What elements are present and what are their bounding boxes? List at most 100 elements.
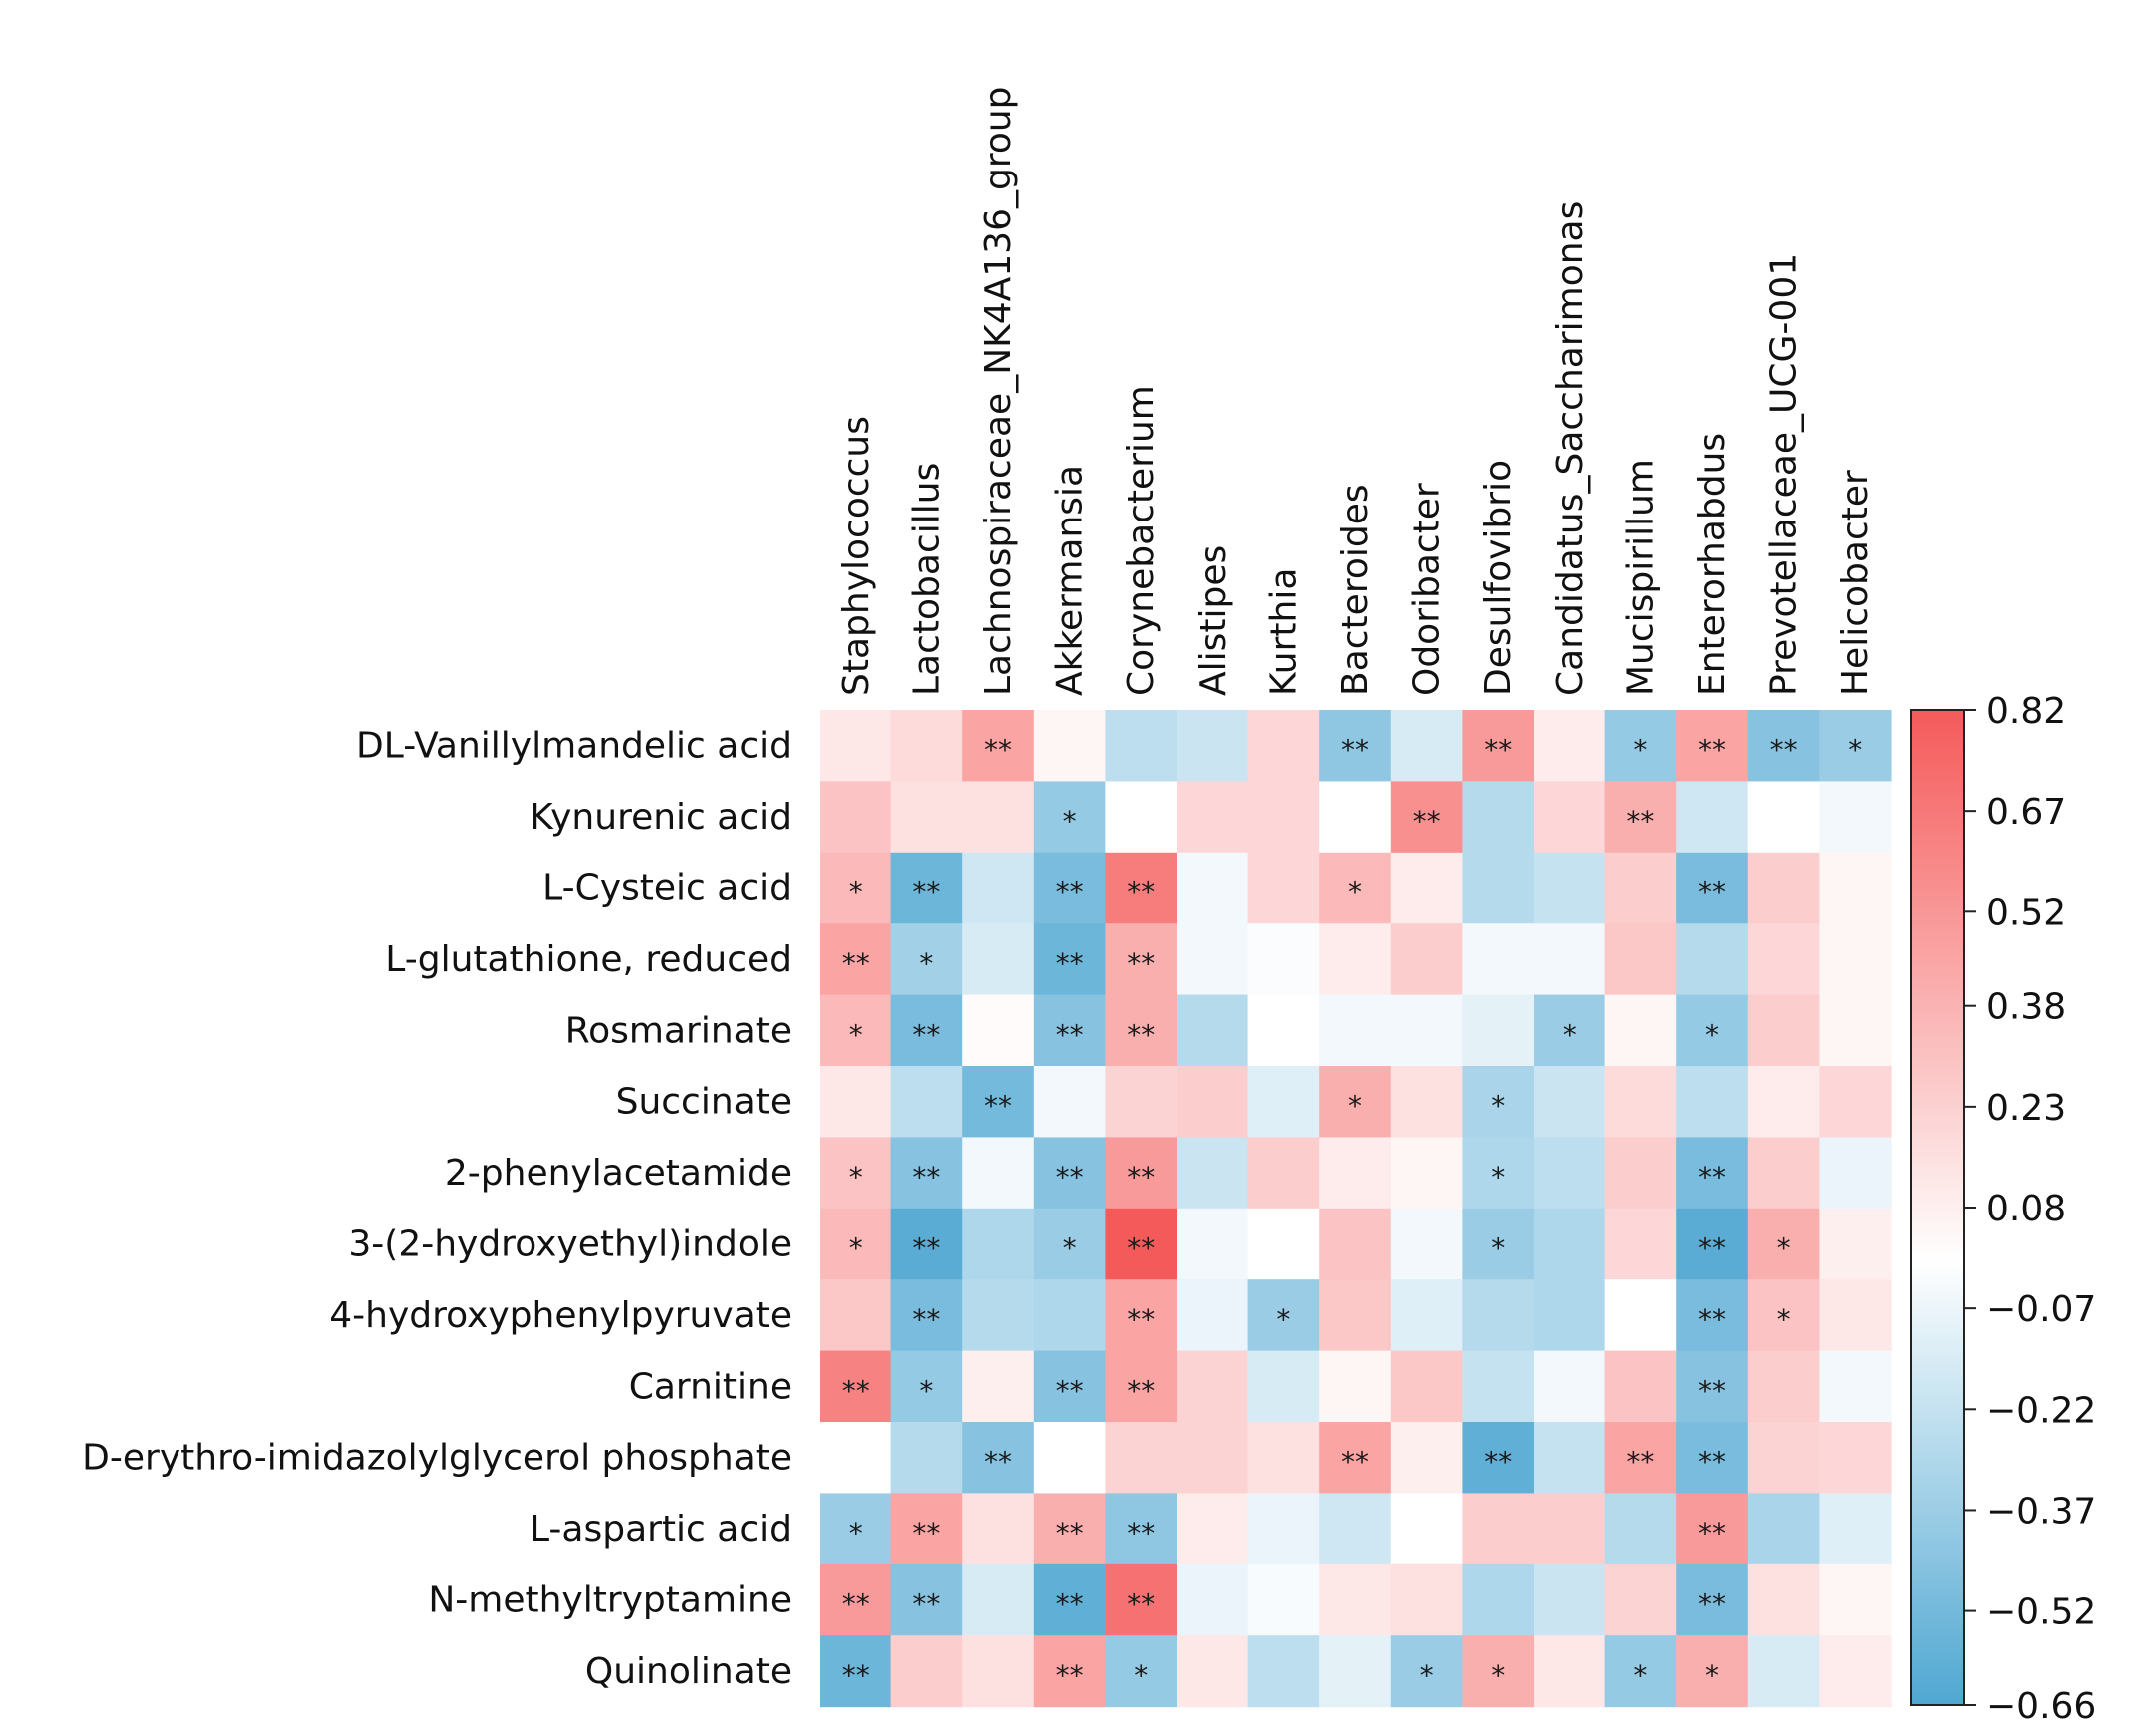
- heatmap-cell: [1247, 1066, 1320, 1138]
- significance-marker: **: [1056, 1018, 1084, 1051]
- significance-marker: **: [1127, 876, 1155, 909]
- significance-marker: **: [842, 947, 870, 980]
- row-label: 3-(2-hydroxyethyl)indole: [348, 1224, 792, 1265]
- heatmap-cell: [1247, 1493, 1320, 1565]
- significance-marker: **: [1127, 1374, 1155, 1407]
- heatmap-cell: [1534, 852, 1606, 924]
- heatmap-cell: [1177, 1066, 1249, 1138]
- heatmap-cell: [1534, 1137, 1606, 1210]
- significance-marker: *: [1705, 1659, 1719, 1692]
- colorbar-ticks: 0.82 0.67 0.52 0.38 0.23 0.08 −0.07 −0.22 −0.37 −…: [1964, 691, 2096, 1727]
- heatmap-cell: [1604, 781, 1677, 854]
- heatmap-cell: [1819, 923, 1892, 996]
- heatmap-cell: [1747, 1493, 1820, 1565]
- heatmap-cell: [1747, 852, 1820, 924]
- heatmap-cell: [1105, 923, 1178, 996]
- heatmap-cell: [1604, 1422, 1677, 1494]
- significance-marker: **: [1127, 1232, 1155, 1265]
- significance-marker: **: [1341, 734, 1369, 767]
- heatmap-cell: [1105, 1563, 1178, 1636]
- heatmap-cell: [890, 852, 963, 924]
- heatmap-cell: [1319, 710, 1392, 782]
- heatmap-cell: [1390, 994, 1463, 1067]
- significance-marker: **: [1056, 1517, 1084, 1550]
- heatmap-cell: [1462, 1208, 1535, 1280]
- heatmap-cell: [962, 1350, 1035, 1423]
- significance-marker: **: [1056, 1659, 1084, 1692]
- heatmap-cell: [1177, 1635, 1249, 1708]
- heatmap-cell: [820, 1635, 892, 1708]
- heatmap-cell: [962, 1563, 1035, 1636]
- heatmap-cell: [1819, 1279, 1892, 1352]
- significance-marker: *: [1420, 1659, 1434, 1692]
- heatmap-cell: [1105, 1066, 1178, 1138]
- colorbar-gradient: [1910, 709, 1965, 1706]
- heatmap-cell: [1534, 781, 1606, 854]
- heatmap-cell: [1319, 1493, 1392, 1565]
- heatmap-cell: [890, 994, 963, 1067]
- heatmap-cell: [890, 1137, 963, 1210]
- heatmap-cell: [1390, 1635, 1463, 1708]
- significance-marker: **: [1127, 1161, 1155, 1194]
- significance-marker: **: [1626, 805, 1654, 838]
- column-label: Mucispirillum: [1620, 459, 1661, 696]
- colorbar-tick-label: 0.23: [1986, 1088, 2066, 1129]
- heatmap-cell: [890, 1350, 963, 1423]
- heatmap-cell: [1105, 852, 1178, 924]
- significance-marker: **: [842, 1374, 870, 1407]
- heatmap-cell: [1105, 1493, 1178, 1565]
- heatmap-cell: [1105, 1350, 1178, 1423]
- heatmap-cell: [1105, 1279, 1178, 1352]
- significance-marker: **: [842, 1588, 870, 1621]
- heatmap-cell: [1819, 710, 1892, 782]
- column-label: Enterorhabdus: [1692, 433, 1733, 696]
- heatmap-cell: [1033, 923, 1106, 996]
- significance-marker: *: [849, 876, 863, 909]
- heatmap-cell: [1604, 994, 1677, 1067]
- significance-marker: *: [919, 1374, 933, 1407]
- heatmap-cell: [1604, 1279, 1677, 1352]
- heatmap-cell: [1534, 1422, 1606, 1494]
- heatmap-cell: [1819, 781, 1892, 854]
- significance-marker: *: [849, 1232, 863, 1265]
- significance-marker: **: [912, 1517, 940, 1550]
- heatmap-cell: [1177, 994, 1249, 1067]
- heatmap-cell: [1534, 1208, 1606, 1280]
- heatmap-cell: [1819, 1493, 1892, 1565]
- heatmap-cell: [1247, 1635, 1320, 1708]
- significance-marker: *: [1348, 1090, 1362, 1123]
- significance-marker: **: [1127, 1588, 1155, 1621]
- colorbar: 0.82 0.67 0.52 0.38 0.23 0.08 −0.07 −0.22 −0.37 −…: [1910, 691, 2096, 1727]
- heatmap-cell: [1676, 710, 1749, 782]
- column-label: Staphylococcus: [836, 416, 877, 696]
- significance-marker: **: [1698, 1588, 1726, 1621]
- heatmap-cell: [1033, 710, 1106, 782]
- heatmap-cell: [890, 710, 963, 782]
- heatmap-cell: [1390, 1563, 1463, 1636]
- heatmap-cell: [1676, 1208, 1749, 1280]
- significance-marker: *: [1563, 1018, 1577, 1051]
- heatmap-cell: [1033, 781, 1106, 854]
- heatmap-cell: [1390, 852, 1463, 924]
- significance-marker: **: [1127, 1018, 1155, 1051]
- column-label: Corynebacterium: [1121, 385, 1162, 696]
- heatmap-cell: [890, 1635, 963, 1708]
- significance-marker: **: [842, 1659, 870, 1692]
- significance-marker: **: [912, 1232, 940, 1265]
- heatmap-cell: [820, 1493, 892, 1565]
- heatmap-cell: [1390, 710, 1463, 782]
- column-label: Alistipes: [1193, 545, 1234, 696]
- column-label: Prevotellaceae_UCG-001: [1764, 253, 1805, 696]
- heatmap-cell: [890, 1563, 963, 1636]
- heatmap-cell: [1462, 1635, 1535, 1708]
- heatmap-cell: [962, 994, 1035, 1067]
- heatmap-cell: [1747, 923, 1820, 996]
- heatmap-cell: [1819, 1563, 1892, 1636]
- heatmap-cell: [1534, 923, 1606, 996]
- row-label: 4-hydroxyphenylpyruvate: [329, 1295, 792, 1336]
- heatmap-cell: [1534, 1066, 1606, 1138]
- significance-marker: **: [1626, 1446, 1654, 1479]
- heatmap-cell: [1033, 852, 1106, 924]
- significance-marker: *: [1491, 1090, 1505, 1123]
- heatmap-cell: [1177, 781, 1249, 854]
